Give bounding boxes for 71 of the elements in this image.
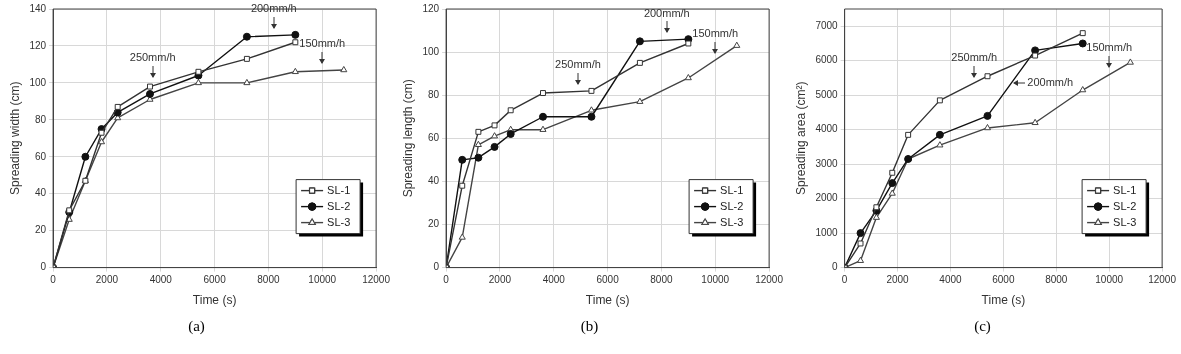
x-axis-title: Time (s) (981, 293, 1026, 308)
legend-label: SL-1 (1113, 183, 1137, 196)
y-tick-label: 80 (34, 113, 47, 125)
y-tick-label: 2000 (815, 192, 839, 204)
x-tick-label: 12000 (362, 274, 391, 286)
x-tick-label: 10000 (1095, 274, 1124, 286)
text: (c) (973, 318, 992, 335)
y-axis-title: Spreading length (cm) (400, 79, 415, 198)
y-tick-label: 100 (29, 76, 47, 88)
annotation: 250mm/h (951, 51, 998, 64)
y-tick-label: 5000 (815, 88, 839, 100)
x-tick-label: 4000 (542, 274, 566, 286)
y-tick-label: 120 (29, 39, 47, 51)
annotation: 200mm/h (250, 2, 297, 15)
legend-label: SL-2 (1113, 199, 1137, 212)
x-tick-label: 12000 (755, 274, 784, 286)
y-tick-label: 60 (34, 150, 47, 162)
x-tick-label: 0 (50, 274, 57, 286)
annotation: 150mm/h (692, 27, 739, 40)
annotation: 200mm/h (643, 6, 690, 19)
x-tick-label: 6000 (596, 274, 620, 286)
annotation: 150mm/h (1086, 41, 1133, 54)
y-tick-label: 40 (34, 187, 47, 199)
y-tick-label: 20 (34, 224, 47, 236)
legend-label: SL-2 (327, 199, 351, 212)
x-tick-label: 0 (841, 274, 848, 286)
y-tick-label: 3000 (815, 157, 839, 169)
text: (a) (187, 318, 206, 335)
x-tick-label: 10000 (308, 274, 337, 286)
annotation: 150mm/h (299, 37, 346, 50)
y-tick-label: 6000 (815, 54, 839, 66)
x-tick-label: 6000 (992, 274, 1015, 286)
annotation: 250mm/h (129, 51, 176, 64)
legend-label: SL-1 (327, 183, 351, 196)
x-tick-label: 4000 (149, 274, 173, 286)
y-tick-label: 0 (832, 261, 839, 273)
y-tick-label: 4000 (815, 123, 839, 135)
y-tick-label: 7000 (815, 19, 839, 31)
x-tick-label: 8000 (650, 274, 673, 286)
x-tick-label: 6000 (203, 274, 227, 286)
annotation: 200mm/h (1027, 76, 1074, 89)
x-axis-title: Time (s) (192, 293, 237, 308)
y-tick-label: 20 (427, 218, 440, 230)
y-tick-label: 0 (433, 261, 440, 273)
legend-label: SL-3 (720, 215, 744, 228)
x-axis-title: Time (s) (585, 293, 630, 308)
y-tick-label: 60 (427, 132, 440, 144)
y-axis-title: Spreading area (cm²) (793, 81, 808, 195)
y-tick-label: 40 (427, 175, 440, 187)
legend-label: SL-3 (327, 215, 351, 228)
x-tick-label: 8000 (257, 274, 280, 286)
y-tick-label: 120 (422, 2, 440, 14)
text: (b) (579, 318, 600, 335)
x-tick-label: 2000 (95, 274, 119, 286)
x-tick-label: 4000 (939, 274, 963, 286)
x-tick-label: 0 (443, 274, 450, 286)
y-tick-label: 100 (422, 45, 440, 57)
y-tick-label: 1000 (815, 226, 839, 238)
x-tick-label: 2000 (886, 274, 910, 286)
y-axis-title: Spreading width (cm) (7, 81, 22, 195)
y-tick-label: 0 (40, 261, 47, 273)
y-tick-label: 80 (427, 88, 440, 100)
y-tick-label: 140 (29, 2, 47, 14)
annotation: 250mm/h (555, 58, 601, 71)
x-tick-label: 10000 (701, 274, 730, 286)
x-tick-label: 8000 (1045, 274, 1068, 286)
legend-label: SL-3 (1113, 215, 1137, 228)
legend-label: SL-2 (720, 199, 744, 212)
x-tick-label: 2000 (488, 274, 512, 286)
legend-label: SL-1 (720, 183, 744, 196)
x-tick-label: 12000 (1148, 274, 1177, 286)
